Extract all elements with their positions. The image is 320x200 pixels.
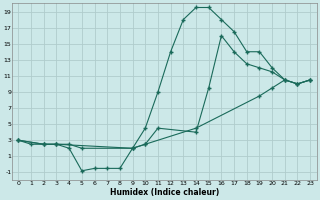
X-axis label: Humidex (Indice chaleur): Humidex (Indice chaleur) (110, 188, 219, 197)
